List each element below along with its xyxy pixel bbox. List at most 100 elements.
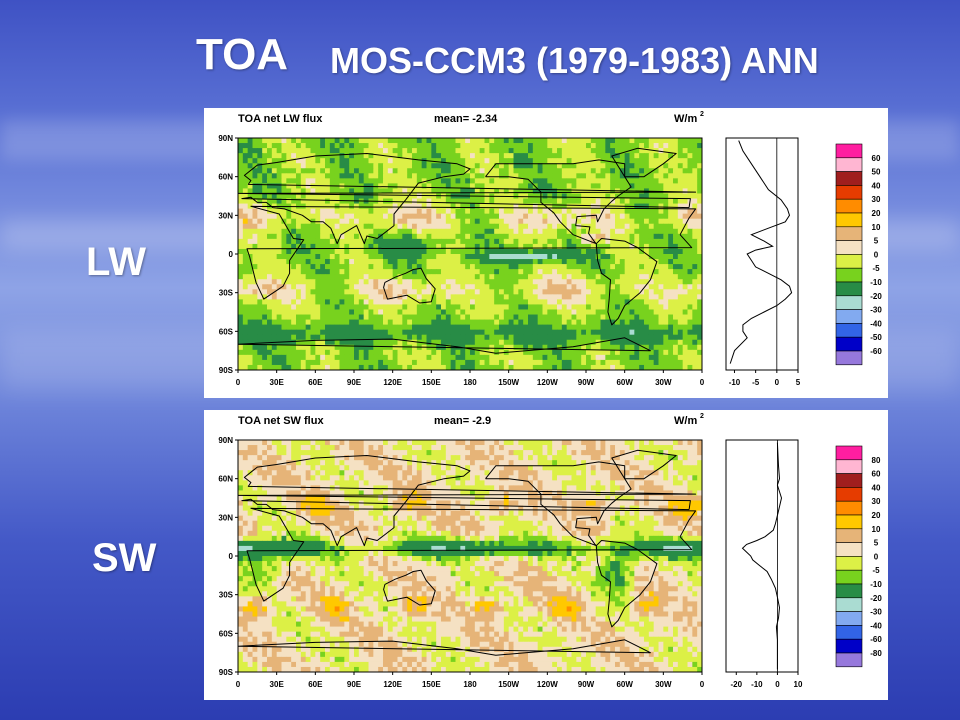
lw-legend-swatch bbox=[835, 254, 863, 269]
sw-panel-title: TOA net SW flux bbox=[238, 415, 324, 427]
sw-legend-swatch bbox=[835, 445, 863, 461]
slide-title-run: MOS-CCM3 (1979-1983) ANN bbox=[330, 40, 819, 81]
lw-lon-tick-label: 150W bbox=[498, 378, 519, 387]
sw-lon-tick-label: 120E bbox=[383, 680, 402, 689]
sw-zonal-tick-label: 10 bbox=[794, 680, 803, 689]
lw-legend-swatch bbox=[835, 267, 863, 283]
lw-legend-label: 5 bbox=[874, 237, 879, 246]
lw-legend-label: -50 bbox=[870, 333, 882, 342]
lw-legend-label: -60 bbox=[870, 347, 882, 356]
sw-lon-tick-label: 0 bbox=[236, 680, 241, 689]
sw-lat-tick-label: 90N bbox=[218, 436, 233, 445]
lw-legend-swatch bbox=[835, 143, 863, 159]
sw-units-exponent: 2 bbox=[700, 413, 704, 420]
lw-legend-swatch bbox=[835, 281, 863, 297]
sw-legend-label: -40 bbox=[870, 621, 882, 630]
sw-legend-swatch bbox=[835, 625, 863, 640]
row-label-sw: SW bbox=[92, 536, 157, 580]
sw-lon-tick-label: 30W bbox=[655, 680, 672, 689]
lw-legend-label: 20 bbox=[872, 209, 881, 218]
sw-zonal-tick-label: 0 bbox=[775, 680, 780, 689]
sw-legend-label: 80 bbox=[872, 456, 881, 465]
sw-flux-figure-svg: TOA net SW flux mean= -2.9 W/m 2 90N 60N 30N 0 3… bbox=[218, 413, 882, 689]
lw-legend-label: 30 bbox=[872, 195, 881, 204]
sw-lon-tick-label: 90W bbox=[578, 680, 595, 689]
lw-lon-tick-label: 120E bbox=[383, 378, 402, 387]
lw-zonal-tick-label: 5 bbox=[796, 378, 801, 387]
sw-lon-tick-label: 60W bbox=[616, 680, 633, 689]
lw-legend-swatch bbox=[835, 226, 863, 241]
sw-legend-swatch bbox=[835, 611, 863, 626]
lw-color-legend bbox=[835, 143, 863, 366]
sw-lon-tick-label: 0 bbox=[700, 680, 705, 689]
sw-zonal-tick-label: -10 bbox=[751, 680, 763, 689]
sw-zonal-mean-plot bbox=[725, 439, 799, 675]
lw-lat-tick-label: 90N bbox=[218, 134, 233, 143]
lw-lon-tick-label: 0 bbox=[236, 378, 241, 387]
lw-legend-label: 0 bbox=[874, 250, 879, 259]
lw-lon-tick-label: 60W bbox=[616, 378, 633, 387]
sw-lon-tick-label: 150E bbox=[422, 680, 441, 689]
sw-flux-figure: TOA net SW flux mean= -2.9 W/m 2 90N 60N 30N 0 3… bbox=[204, 410, 888, 700]
lw-field-cells bbox=[238, 138, 703, 371]
sw-legend-swatch bbox=[835, 597, 863, 612]
lw-lat-tick-label: 90S bbox=[219, 366, 234, 375]
sw-legend-label: 40 bbox=[872, 483, 881, 492]
lw-legend-swatch bbox=[835, 240, 863, 255]
lw-legend-swatch bbox=[835, 323, 863, 338]
lw-lon-tick-label: 90E bbox=[347, 378, 362, 387]
lw-legend-swatch bbox=[835, 309, 863, 324]
lw-coastlines bbox=[237, 147, 697, 354]
sw-legend-label: -20 bbox=[870, 594, 882, 603]
lw-lon-tick-label: 150E bbox=[422, 378, 441, 387]
sw-map-plot bbox=[235, 439, 703, 675]
sw-legend-swatch bbox=[835, 638, 863, 654]
sw-legend-label: -30 bbox=[870, 608, 882, 617]
lw-legend-label: 60 bbox=[872, 154, 881, 163]
lw-legend-label: 10 bbox=[872, 223, 881, 232]
lw-units-label: W/m bbox=[674, 113, 697, 125]
sw-lat-tick-label: 0 bbox=[229, 552, 234, 561]
sw-lat-tick-label: 30S bbox=[219, 591, 234, 600]
lw-lon-tick-label: 30W bbox=[655, 378, 672, 387]
lw-lon-tick-label: 0 bbox=[700, 378, 705, 387]
lw-legend-swatch bbox=[835, 212, 863, 228]
sw-lon-tick-label: 120W bbox=[537, 680, 558, 689]
sw-color-legend bbox=[835, 445, 863, 668]
lw-legend-label: -20 bbox=[870, 292, 882, 301]
lw-zonal-tick-label: 0 bbox=[775, 378, 780, 387]
lw-lat-tick-label: 60S bbox=[219, 327, 234, 336]
sw-legend-label: -10 bbox=[870, 580, 882, 589]
sw-units-label: W/m bbox=[674, 415, 697, 427]
lw-legend-label: 50 bbox=[872, 168, 881, 177]
sw-mean-label: mean= -2.9 bbox=[434, 415, 491, 427]
lw-legend-label: 40 bbox=[872, 181, 881, 190]
sw-legend-swatch bbox=[835, 542, 863, 557]
sw-field-cells bbox=[238, 440, 703, 673]
lw-mean-label: mean= -2.34 bbox=[434, 113, 498, 125]
lw-lon-tick-label: 180 bbox=[463, 378, 477, 387]
lw-lon-tick-label: 30E bbox=[270, 378, 285, 387]
sw-legend-swatch bbox=[835, 473, 863, 488]
slide-title-toa: TOA bbox=[196, 30, 289, 79]
lw-lon-tick-label: 60E bbox=[308, 378, 323, 387]
sw-legend-swatch bbox=[835, 556, 863, 571]
lw-legend-swatch bbox=[835, 350, 863, 366]
sw-legend-swatch bbox=[835, 514, 863, 530]
lw-lon-tick-label: 90W bbox=[578, 378, 595, 387]
lw-zonal-tick-label: -10 bbox=[729, 378, 741, 387]
sw-legend-label: 30 bbox=[872, 497, 881, 506]
sw-legend-swatch bbox=[835, 569, 863, 585]
sw-legend-label: 5 bbox=[874, 539, 879, 548]
lw-lat-tick-label: 30S bbox=[219, 289, 234, 298]
sw-legend-label: -5 bbox=[872, 566, 880, 575]
sw-lon-tick-label: 90E bbox=[347, 680, 362, 689]
lw-zonal-mean-line bbox=[729, 140, 793, 364]
sw-lat-tick-label: 90S bbox=[219, 668, 234, 677]
sw-lon-tick-label: 180 bbox=[463, 680, 477, 689]
sw-zonal-mean-line bbox=[741, 442, 783, 670]
sw-coastlines bbox=[237, 449, 697, 656]
lw-zonal-mean-plot bbox=[725, 137, 799, 373]
sw-legend-label: 0 bbox=[874, 552, 879, 561]
lw-lat-tick-label: 60N bbox=[218, 173, 233, 182]
